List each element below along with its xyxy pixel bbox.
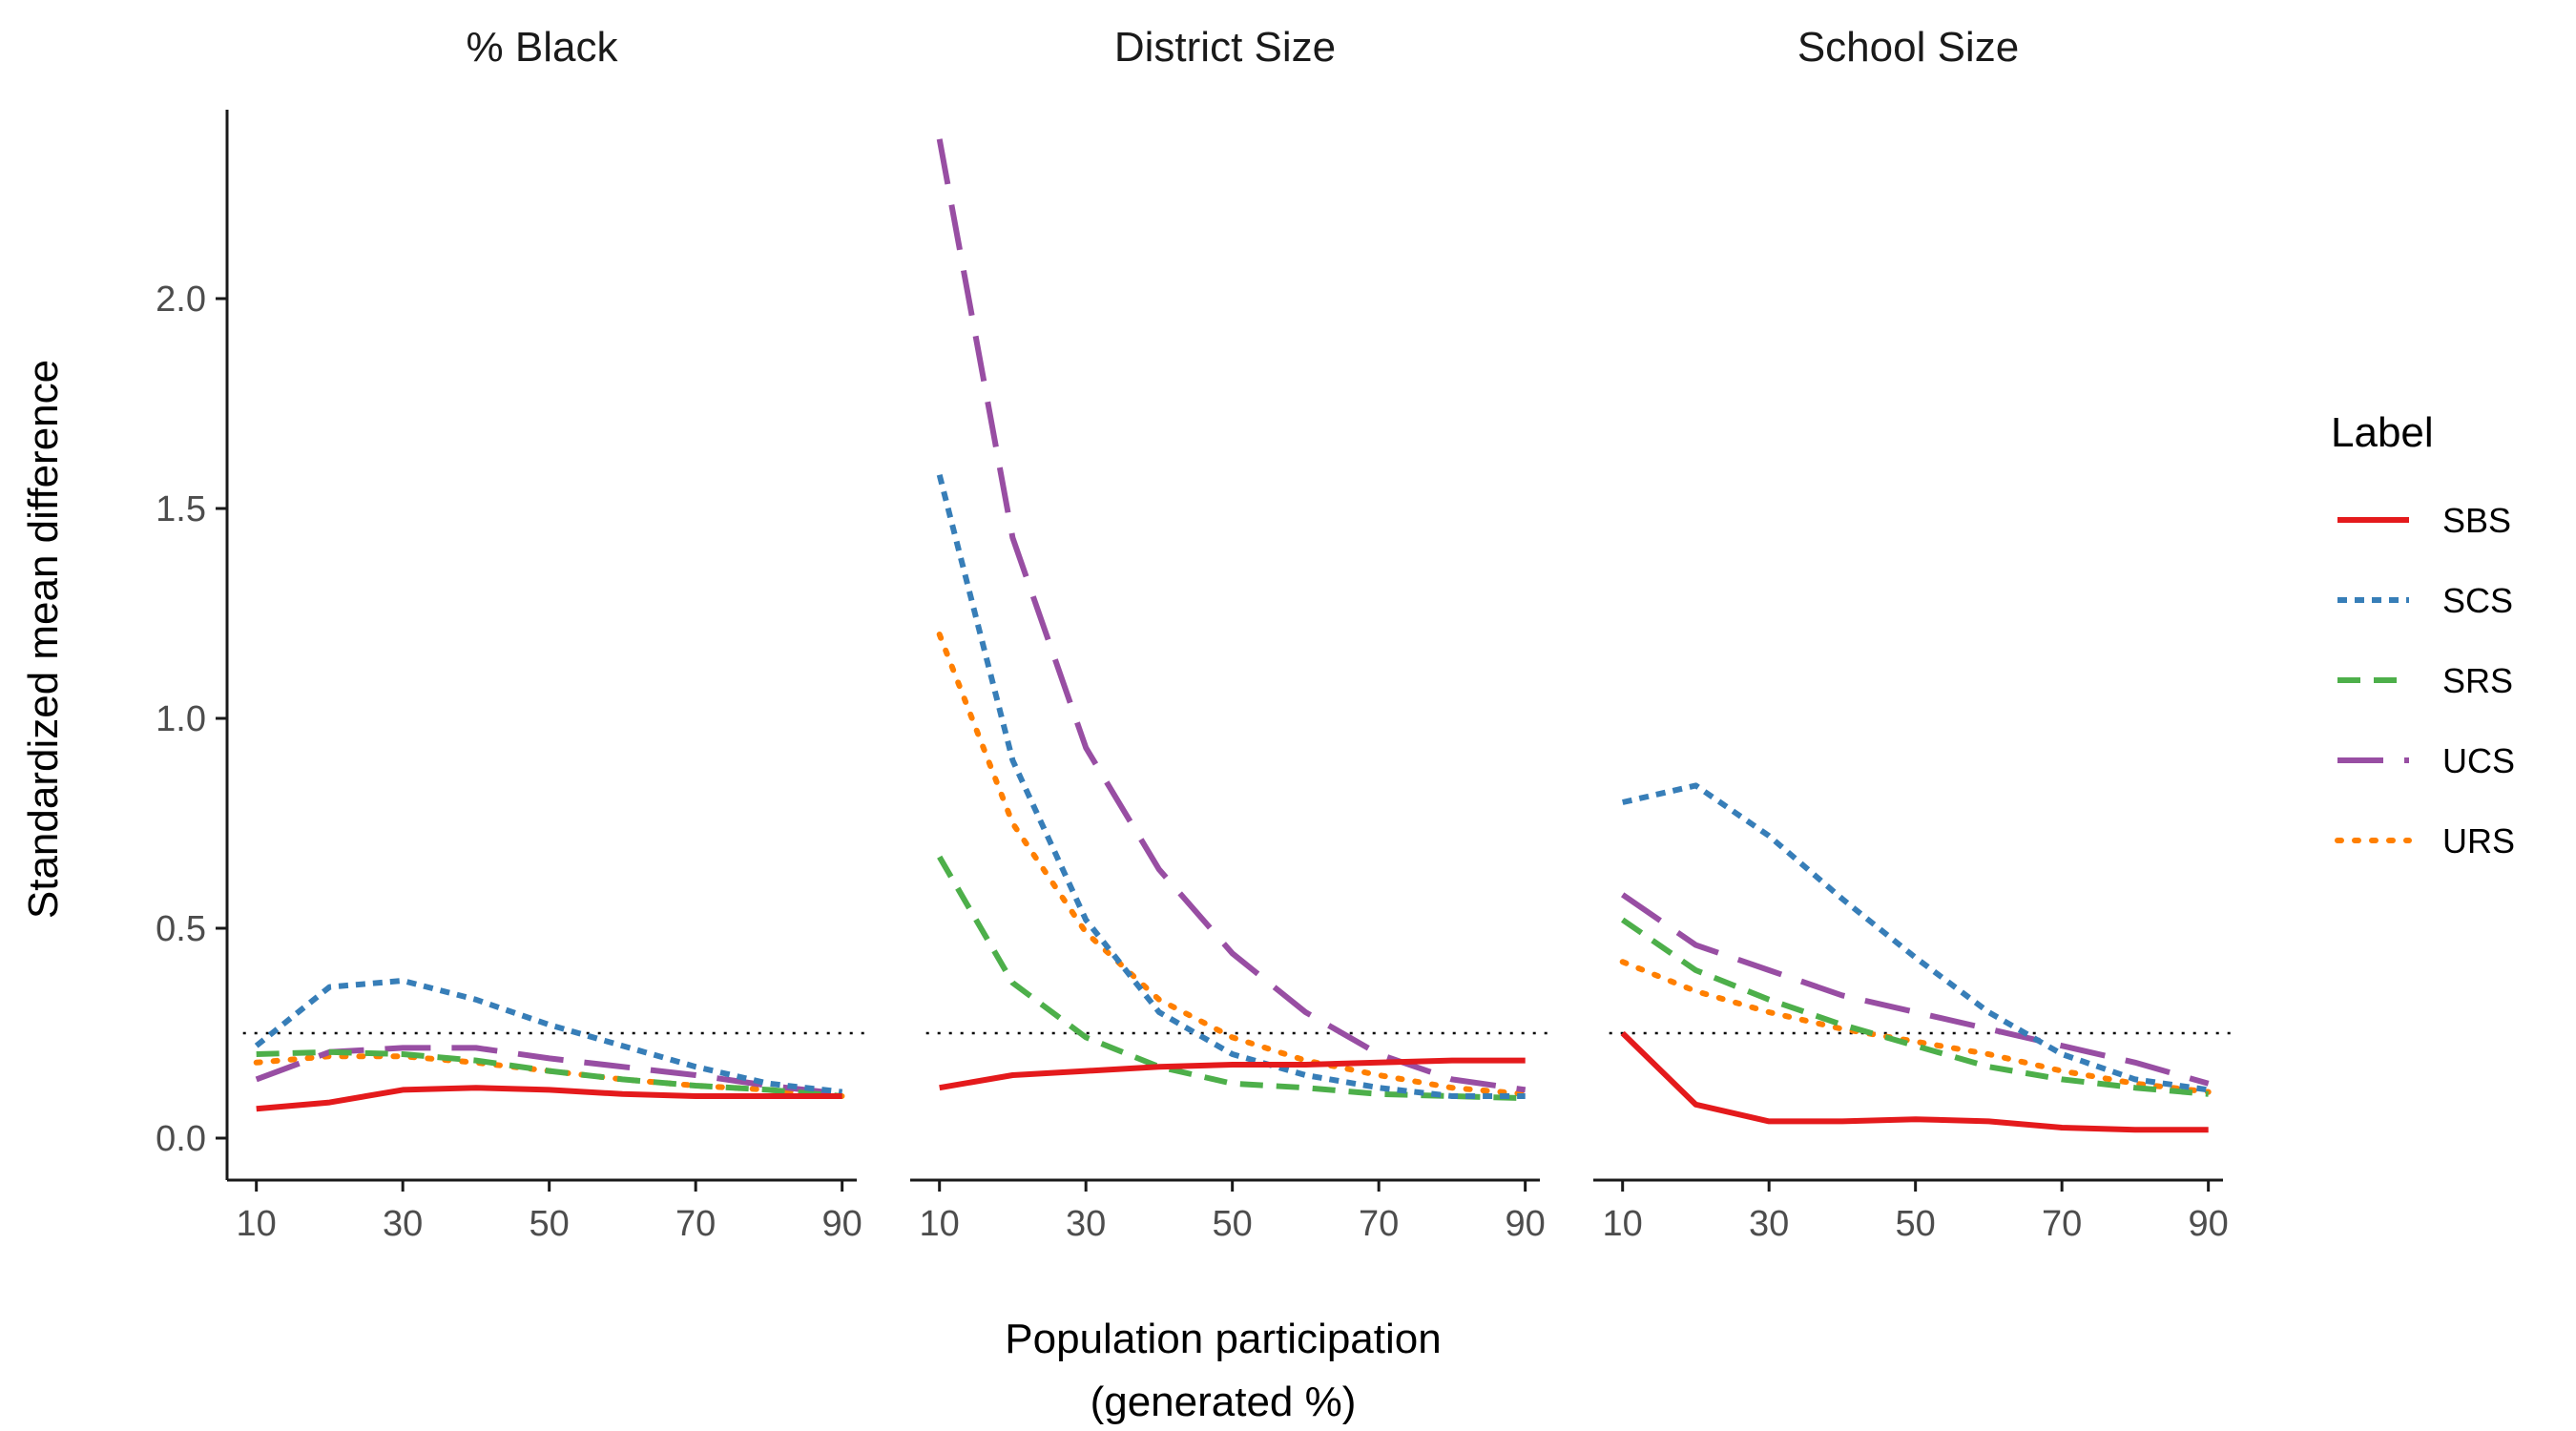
panel-school-size: School Size 10 30 50 70 90 xyxy=(1593,24,2234,1244)
series-line-sbs xyxy=(256,1085,842,1112)
legend-item-urs: URS xyxy=(2335,821,2515,861)
x-tick-label: 70 xyxy=(675,1204,716,1244)
legend-title: Label xyxy=(2331,409,2434,456)
x-tick-label: 10 xyxy=(237,1204,277,1244)
x-axis-title-line1: Population participation xyxy=(1005,1316,1441,1362)
legend-label: UCS xyxy=(2442,741,2515,780)
facet-label: % Black xyxy=(467,24,619,71)
series-line-ucs xyxy=(936,138,1527,1093)
x-tick-label: 90 xyxy=(2189,1204,2229,1244)
series-line-scs xyxy=(936,474,1526,1099)
series-line-ucs xyxy=(255,1045,843,1097)
y-tick-label: 1.5 xyxy=(156,489,206,529)
x-axis-title-line2: (generated %) xyxy=(1091,1379,1357,1425)
x-tick-label: 90 xyxy=(822,1204,862,1244)
series-line-urs xyxy=(1619,959,2212,1095)
y-axis-title: Standardized mean difference xyxy=(20,360,67,919)
series-line-urs xyxy=(936,632,1528,1097)
x-tick-label: 70 xyxy=(1359,1204,1399,1244)
legend-item-ucs: UCS xyxy=(2337,741,2515,780)
series-line-srs xyxy=(937,855,1526,1102)
x-tick-label: 30 xyxy=(1066,1204,1106,1244)
x-tick-label: 70 xyxy=(2042,1204,2082,1244)
x-tick-label: 10 xyxy=(920,1204,960,1244)
legend-item-srs: SRS xyxy=(2337,661,2513,700)
legend: Label SBS SCS SRS UCS URS xyxy=(2331,409,2515,861)
facet-label: District Size xyxy=(1114,24,1336,71)
x-tick-label: 50 xyxy=(1896,1204,1936,1244)
chart-panels: % Black 10 30 50 70 90 0.0 0.5 1.0 1.5 2.0 District… xyxy=(156,24,2234,1244)
legend-label: SRS xyxy=(2442,661,2513,700)
series-line-scs xyxy=(254,978,843,1095)
series-line-ucs xyxy=(1620,892,2210,1087)
series-line-sbs xyxy=(939,1057,1526,1091)
legend-label: SBS xyxy=(2442,501,2511,540)
series-line-srs xyxy=(256,1048,842,1099)
panel-district-size: District Size 10 30 50 70 90 xyxy=(910,24,1551,1244)
x-tick-label: 90 xyxy=(1506,1204,1546,1244)
facet-label: School Size xyxy=(1797,24,2019,71)
legend-item-scs: SCS xyxy=(2337,581,2513,620)
x-tick-label: 50 xyxy=(1213,1204,1253,1244)
y-tick-label: 2.0 xyxy=(156,280,206,320)
y-tick-label: 0.5 xyxy=(156,909,206,949)
legend-label: URS xyxy=(2442,821,2515,861)
x-tick-label: 30 xyxy=(383,1204,423,1244)
series-line-srs xyxy=(1620,917,2209,1097)
legend-item-sbs: SBS xyxy=(2337,501,2511,540)
panel-black: % Black 10 30 50 70 90 0.0 0.5 1.0 1.5 2.0 xyxy=(156,24,868,1244)
x-tick-label: 10 xyxy=(1603,1204,1643,1244)
series-line-scs xyxy=(1622,782,2210,1093)
y-tick-label: 0.0 xyxy=(156,1119,206,1159)
legend-label: SCS xyxy=(2442,581,2513,620)
x-tick-label: 30 xyxy=(1749,1204,1789,1244)
y-tick-label: 1.0 xyxy=(156,699,206,739)
x-tick-label: 50 xyxy=(530,1204,570,1244)
series-line-sbs xyxy=(1620,1030,2209,1133)
